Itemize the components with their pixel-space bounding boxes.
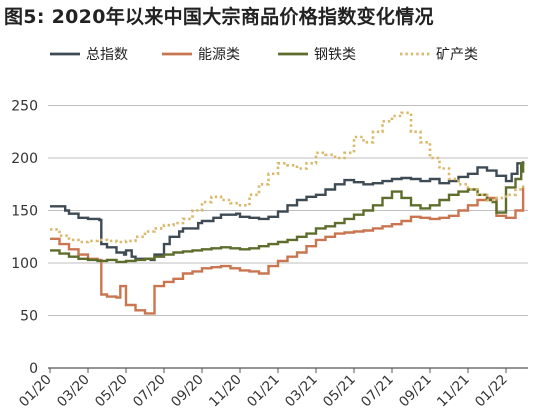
- series-line-2: [50, 187, 525, 315]
- legend-label: 矿产类: [436, 47, 478, 63]
- series-line-1: [50, 161, 525, 262]
- y-tick-label: 150: [11, 204, 38, 220]
- x-tick-label: 09/21: [396, 372, 435, 411]
- x-tick-label: 05/21: [320, 372, 359, 411]
- x-tick-label: 05/20: [92, 372, 131, 411]
- x-tick-label: 07/20: [130, 372, 169, 411]
- x-tick-label: 11/21: [434, 372, 473, 411]
- x-tick-label: 01/20: [16, 372, 55, 411]
- x-tick-label: 01/21: [244, 372, 283, 411]
- legend-label: 能源类: [198, 47, 240, 63]
- y-tick-label: 50: [20, 309, 38, 325]
- x-tick-label: 01/22: [472, 372, 511, 411]
- legend-label: 总指数: [86, 47, 128, 63]
- y-tick-label: 0: [29, 361, 38, 377]
- x-tick-label: 07/21: [358, 372, 397, 411]
- x-tick-label: 03/20: [54, 372, 93, 411]
- y-tick-label: 200: [11, 151, 38, 167]
- chart-title: 图5: 2020年以来中国大宗商品价格指数变化情况: [4, 6, 434, 28]
- series-line-3: [50, 162, 525, 264]
- x-tick-label: 09/20: [168, 372, 207, 411]
- x-tick-label: 11/20: [206, 372, 245, 411]
- series-line-4: [50, 111, 525, 244]
- legend-label: 钢铁类: [314, 47, 356, 63]
- y-tick-label: 100: [11, 256, 38, 272]
- x-tick-label: 03/21: [282, 372, 321, 411]
- y-tick-label: 250: [11, 99, 38, 115]
